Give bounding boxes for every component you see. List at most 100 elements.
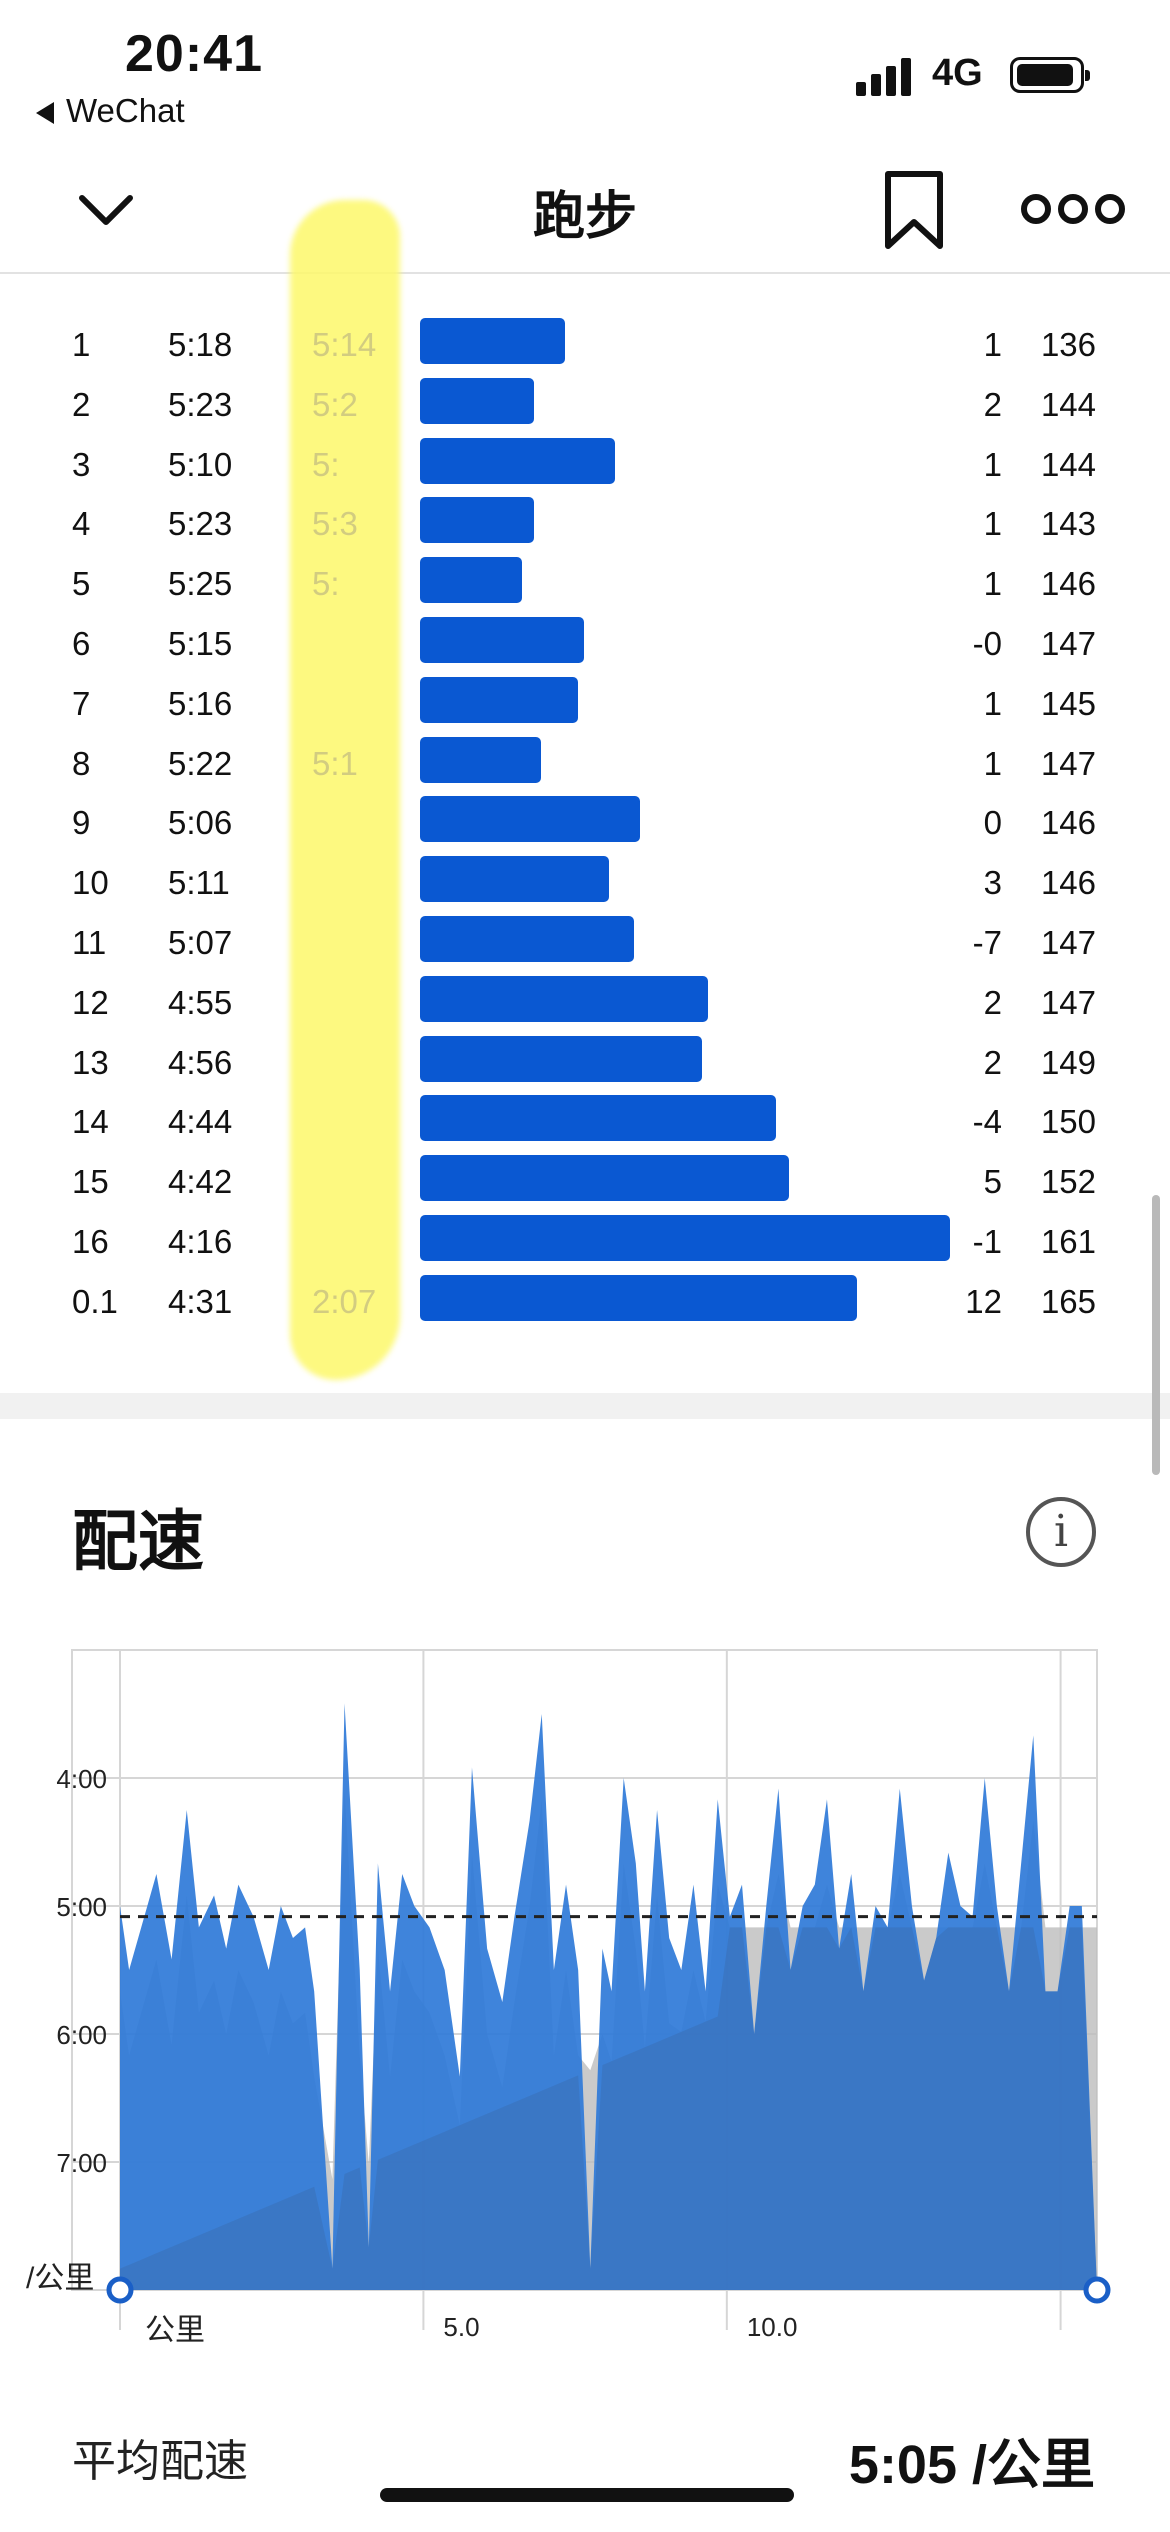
split-index: 11 bbox=[72, 924, 107, 961]
split-row[interactable]: 2 5:23 5:2 2 144 bbox=[0, 374, 1170, 434]
split-row[interactable]: 0.1 4:31 2:07 12 165 bbox=[0, 1271, 1170, 1331]
split-index: 12 bbox=[72, 983, 109, 1021]
split-pace-bar bbox=[420, 856, 609, 903]
chevron-down-icon[interactable] bbox=[74, 178, 138, 242]
split-heart-rate: 161 bbox=[1040, 1223, 1096, 1260]
split-elevation: 1 bbox=[983, 744, 1002, 782]
bookmark-icon[interactable] bbox=[880, 168, 948, 252]
split-row[interactable]: 8 5:22 5:1 1 147 bbox=[0, 733, 1170, 793]
average-pace-value: 5:05 /公里 bbox=[848, 2435, 1095, 2495]
split-obscured-value: 5: bbox=[312, 565, 340, 603]
chart-endpoint-marker bbox=[106, 2276, 134, 2304]
split-row[interactable]: 3 5:10 5: 1 144 bbox=[0, 434, 1170, 494]
split-pace: 4:55 bbox=[168, 983, 233, 1021]
split-obscured-value: 5:3 bbox=[312, 505, 358, 543]
split-obscured-value: 2:07 bbox=[312, 1282, 377, 1320]
split-pace-bar bbox=[420, 557, 522, 604]
split-heart-rate: 146 bbox=[1040, 864, 1096, 902]
split-index: 5 bbox=[72, 565, 91, 603]
split-row[interactable]: 4 5:23 5:3 1 143 bbox=[0, 493, 1170, 553]
split-index: 7 bbox=[72, 684, 91, 722]
split-elevation: 1 bbox=[983, 326, 1002, 363]
split-index: 6 bbox=[72, 625, 91, 662]
yellow-highlight-mark bbox=[290, 200, 400, 1380]
split-pace: 4:44 bbox=[168, 1103, 233, 1141]
split-pace-bar bbox=[420, 497, 535, 544]
split-heart-rate: 146 bbox=[1040, 804, 1096, 842]
split-obscured-value: 5:2 bbox=[312, 385, 358, 423]
split-elevation: 2 bbox=[983, 1043, 1002, 1081]
split-index: 16 bbox=[72, 1223, 109, 1260]
scrollbar[interactable] bbox=[1152, 1195, 1160, 1475]
split-pace: 5:23 bbox=[168, 385, 233, 423]
split-heart-rate: 136 bbox=[1040, 326, 1096, 363]
split-row[interactable]: 5 5:25 5: 1 146 bbox=[0, 553, 1170, 613]
status-bar: 20:41 WeChat 4G bbox=[0, 0, 1170, 150]
split-index: 10 bbox=[72, 864, 109, 902]
split-pace: 4:16 bbox=[168, 1223, 233, 1260]
split-heart-rate: 147 bbox=[1040, 983, 1096, 1021]
more-options-icon[interactable] bbox=[1018, 184, 1128, 234]
back-triangle-icon bbox=[36, 102, 54, 124]
status-time: 20:41 bbox=[125, 25, 263, 83]
split-pace-bar bbox=[420, 796, 640, 843]
split-row[interactable]: 13 4:56 2 149 bbox=[0, 1032, 1170, 1092]
split-row[interactable]: 16 4:16 -1 161 bbox=[0, 1211, 1170, 1271]
split-row[interactable]: 11 5:07 -7 147 bbox=[0, 912, 1170, 972]
split-row[interactable]: 12 4:55 2 147 bbox=[0, 972, 1170, 1032]
y-axis-unit-label: /公里 bbox=[26, 2262, 94, 2295]
split-elevation: -4 bbox=[972, 1103, 1002, 1141]
split-heart-rate: 152 bbox=[1040, 1163, 1096, 1201]
split-pace: 5:22 bbox=[168, 744, 233, 782]
split-elevation: 2 bbox=[983, 983, 1002, 1021]
pace-area-lower bbox=[120, 1927, 1097, 2290]
split-heart-rate: 165 bbox=[1040, 1282, 1096, 1320]
split-pace-bar bbox=[420, 437, 615, 484]
split-elevation: 1 bbox=[983, 565, 1002, 603]
split-row[interactable]: 6 5:15 -0 147 bbox=[0, 613, 1170, 673]
split-heart-rate: 146 bbox=[1040, 565, 1096, 603]
split-pace-bar bbox=[420, 617, 584, 663]
page-title: 跑步 bbox=[532, 188, 637, 246]
split-obscured-value: 5: bbox=[312, 445, 340, 483]
split-heart-rate: 149 bbox=[1040, 1043, 1096, 1081]
split-elevation: 1 bbox=[983, 445, 1002, 483]
split-pace: 5:10 bbox=[168, 445, 233, 483]
split-row[interactable]: 10 5:11 3 146 bbox=[0, 852, 1170, 912]
split-heart-rate: 150 bbox=[1040, 1103, 1096, 1141]
section-divider bbox=[0, 1393, 1170, 1419]
cellular-signal-icon bbox=[856, 56, 916, 96]
split-pace: 5:16 bbox=[168, 684, 233, 722]
split-row[interactable]: 7 5:16 1 145 bbox=[0, 673, 1170, 733]
split-elevation: -7 bbox=[972, 924, 1002, 961]
split-index: 0.1 bbox=[72, 1282, 118, 1320]
chart-endpoint-marker bbox=[1083, 2276, 1111, 2304]
split-heart-rate: 147 bbox=[1040, 924, 1096, 961]
split-index: 14 bbox=[72, 1103, 109, 1141]
split-pace: 4:31 bbox=[168, 1282, 233, 1320]
back-app-label: WeChat bbox=[66, 92, 185, 129]
split-index: 4 bbox=[72, 505, 91, 543]
info-icon[interactable]: i bbox=[1026, 1497, 1096, 1567]
split-heart-rate: 147 bbox=[1040, 744, 1096, 782]
split-pace-bar bbox=[420, 1215, 950, 1261]
split-pace: 5:15 bbox=[168, 625, 233, 662]
split-row[interactable]: 9 5:06 0 146 bbox=[0, 792, 1170, 852]
split-pace: 5:11 bbox=[168, 864, 230, 902]
split-index: 2 bbox=[72, 385, 91, 423]
split-pace-bar bbox=[420, 1155, 789, 1202]
home-indicator[interactable] bbox=[380, 2488, 794, 2502]
split-elevation: 1 bbox=[983, 684, 1002, 722]
split-row[interactable]: 1 5:18 5:14 1 136 bbox=[0, 314, 1170, 374]
navigation-bar: 跑步 bbox=[0, 150, 1170, 274]
split-elevation: -1 bbox=[972, 1223, 1002, 1260]
split-elevation: 5 bbox=[983, 1163, 1002, 1201]
split-row[interactable]: 15 4:42 5 152 bbox=[0, 1151, 1170, 1211]
y-tick-label: 4:00 bbox=[56, 1764, 107, 1794]
y-tick-label: 7:00 bbox=[56, 2148, 107, 2178]
split-row[interactable]: 14 4:44 -4 150 bbox=[0, 1091, 1170, 1151]
split-pace-bar bbox=[420, 1035, 702, 1082]
back-to-app-link[interactable]: WeChat bbox=[36, 92, 185, 130]
split-elevation: -0 bbox=[972, 625, 1002, 662]
